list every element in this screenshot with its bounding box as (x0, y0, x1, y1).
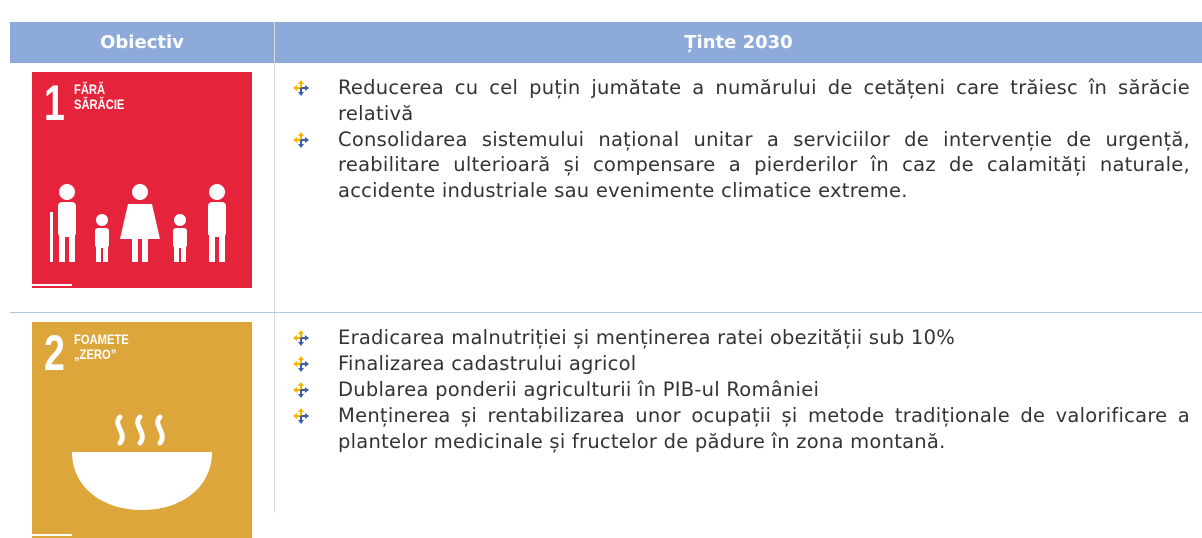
goal-cell: 1 FĂRĂ SĂRĂCIE (10, 63, 275, 312)
table-row: 2 FOAMETE „ZERO” Eradicarea malnutriției și… (10, 313, 1202, 538)
header-cell: Ținte 2030 (684, 32, 793, 53)
goal-pictogram (32, 414, 212, 536)
goal-title-line: FOAMETE (74, 331, 129, 347)
goal-pictogram (32, 184, 226, 286)
goal-title-line: „ZERO” (74, 346, 117, 362)
target-text: Finalizarea cadastrului agricol (338, 352, 637, 375)
table-row: 1 FĂRĂ SĂRĂCIE Reducerea cu cel puțin jumăt… (10, 63, 1202, 313)
bullet-icon (293, 80, 309, 96)
bullet-icon (293, 356, 309, 372)
goal-title-line: FĂRĂ (74, 81, 106, 97)
target-list: Reducerea cu cel puțin jumătate a număru… (275, 75, 1190, 203)
goal-number: 1 (44, 75, 65, 131)
target-item: Consolidarea sistemului național unitar … (275, 127, 1190, 204)
target-text: Consolidarea sistemului național unitar … (338, 127, 1190, 202)
target-item: Dublarea ponderii agriculturii în PIB-ul… (275, 377, 1190, 403)
target-text: Eradicarea malnutriției și menținerea ra… (338, 326, 956, 349)
rows: 1 FĂRĂ SĂRĂCIE Reducerea cu cel puțin jumăt… (10, 63, 1202, 538)
header-row: Obiectiv Ținte 2030 (10, 22, 1202, 63)
targets-cell: Reducerea cu cel puțin jumătate a număru… (275, 63, 1202, 312)
target-list: Eradicarea malnutriției și menținerea ra… (275, 325, 1190, 454)
goal-icon: 1 FĂRĂ SĂRĂCIE (32, 72, 252, 288)
goal-cell: 2 FOAMETE „ZERO” (10, 313, 275, 538)
goal-title: FĂRĂ SĂRĂCIE (74, 82, 124, 112)
target-text: Reducerea cu cel puțin jumătate a număru… (338, 76, 1190, 125)
target-item: Finalizarea cadastrului agricol (275, 351, 1190, 377)
target-item: Menținerea și rentabilizarea unor ocupaț… (275, 403, 1190, 454)
target-item: Reducerea cu cel puțin jumătate a număru… (275, 75, 1190, 126)
goal-title: FOAMETE „ZERO” (74, 332, 129, 362)
bullet-icon (293, 408, 309, 424)
goal-title-line: SĂRĂCIE (74, 96, 125, 112)
goal-number: 2 (44, 325, 65, 381)
targets-cell: Eradicarea malnutriției și menținerea ra… (275, 313, 1202, 513)
goal-icon: 2 FOAMETE „ZERO” (32, 322, 252, 538)
table: Obiectiv Ținte 2030 1 FĂRĂ SĂRĂCIE Reducere… (10, 22, 1202, 538)
target-item: Eradicarea malnutriției și menținerea ra… (275, 325, 1190, 351)
header-cell: Obiectiv (10, 22, 275, 63)
target-text: Menținerea și rentabilizarea unor ocupaț… (338, 404, 1190, 453)
page: Obiectiv Ținte 2030 1 FĂRĂ SĂRĂCIE Reducere… (10, 22, 1202, 538)
bullet-icon (293, 382, 309, 398)
bullet-icon (293, 131, 309, 148)
target-text: Dublarea ponderii agriculturii în PIB-ul… (338, 378, 820, 401)
bullet-icon (293, 330, 309, 346)
